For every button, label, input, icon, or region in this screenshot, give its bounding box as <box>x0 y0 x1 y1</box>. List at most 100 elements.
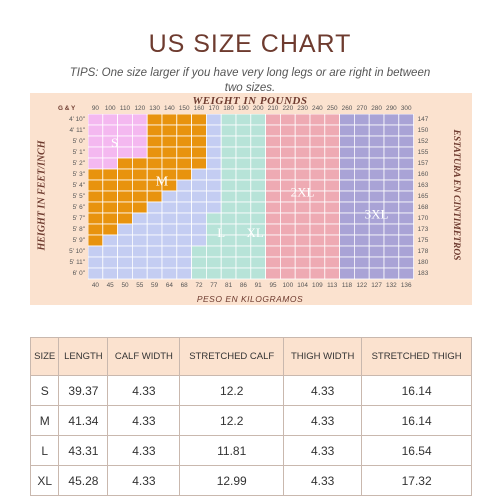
grid-cell-3xl <box>383 135 400 148</box>
grid-cell-l <box>146 234 163 247</box>
kg-label: PESO EN KILOGRAMOS <box>196 294 304 304</box>
grid-cell-2xl <box>265 267 281 280</box>
height-ft-tick: 5' 8" <box>72 226 85 233</box>
grid-cell-2xl <box>309 135 326 148</box>
grid-cell-3xl <box>398 146 414 159</box>
grid-cell-l <box>206 114 222 126</box>
grid-cell-2xl <box>265 146 281 159</box>
grid-cell-m <box>176 146 193 159</box>
grid-cell-3xl <box>353 190 370 203</box>
grid-cell-2xl <box>324 157 341 170</box>
table-cell: 4.33 <box>107 405 181 436</box>
grid-cell-3xl <box>353 245 370 258</box>
pound-tick: 180 <box>223 105 234 112</box>
grid-cell-m <box>132 179 148 192</box>
pound-tick: 270 <box>356 105 368 112</box>
grid-cell-3xl <box>398 114 414 126</box>
grid-cell-3xl <box>383 114 400 126</box>
kg-tick: 95 <box>269 282 277 289</box>
pound-tick: 170 <box>208 105 220 112</box>
kg-tick: 86 <box>239 282 247 289</box>
table-cell: 12.2 <box>179 405 285 436</box>
grid-cell-l <box>176 179 193 192</box>
table-cell: 16.14 <box>361 405 472 436</box>
grid-cell-2xl <box>265 124 281 137</box>
grid-cell-2xl <box>309 124 326 137</box>
pound-tick: 230 <box>297 105 308 112</box>
grid-cell-2xl <box>294 234 311 247</box>
kg-tick: 68 <box>180 282 188 289</box>
grid-cell-xl <box>235 124 252 137</box>
grid-cell-3xl <box>368 114 385 126</box>
kg-tick: 77 <box>210 282 218 289</box>
grid-cell-m <box>191 124 207 137</box>
grid-cell-xl <box>250 168 267 181</box>
pound-tick: 100 <box>104 105 116 112</box>
height-cm-tick: 180 <box>417 259 429 266</box>
pound-tick: 250 <box>326 105 338 112</box>
height-cm-tick: 152 <box>417 138 429 145</box>
grid-cell-l <box>132 223 148 236</box>
grid-cell-m <box>176 168 193 181</box>
grid-cell-l <box>132 267 148 280</box>
grid-cell-m <box>88 234 104 247</box>
grid-cell-l <box>161 190 178 203</box>
grid-cell-m <box>88 201 104 214</box>
page-title: US SIZE CHART <box>148 30 352 58</box>
pound-tick: 240 <box>312 105 323 112</box>
grid-cell-l <box>206 146 222 159</box>
table-cell: 12.2 <box>179 375 285 406</box>
grid-cell-m <box>146 157 163 170</box>
grid-cell-xl <box>250 157 267 170</box>
grid-cell-xl <box>220 201 237 214</box>
grid-cell-3xl <box>339 212 355 225</box>
grid-cell-2xl <box>279 223 296 236</box>
grid-cell-l <box>161 223 178 236</box>
grid-cell-m <box>117 157 133 170</box>
grid-cell-xl <box>250 124 267 137</box>
grid-cell-3xl <box>398 190 414 203</box>
grid-cell-l <box>206 168 222 181</box>
grid-cell-3xl <box>398 223 414 236</box>
grid-cell-3xl <box>383 157 400 170</box>
table-cell: 41.34 <box>58 405 109 436</box>
grid-cell-2xl <box>309 201 326 214</box>
kg-tick: 132 <box>386 282 397 289</box>
size-label-2xl: 2XL <box>291 185 315 200</box>
grid-cell-xl <box>235 135 252 148</box>
grid-cell-3xl <box>383 223 400 236</box>
grid-cell-2xl <box>324 168 341 181</box>
height-label-right: ESTATURA EN CINTIMETROS <box>451 129 461 261</box>
height-ft-tick: 6' 0" <box>72 270 85 277</box>
grid-cell-xl <box>250 114 267 126</box>
pound-tick: 300 <box>400 105 412 112</box>
kg-tick: 127 <box>371 282 382 289</box>
grid-cell-s <box>102 114 119 126</box>
grid-cell-l <box>161 245 178 258</box>
grid-cell-l <box>88 245 104 258</box>
height-ft-tick: 5' 4" <box>72 182 85 189</box>
grid-cell-xl <box>220 168 237 181</box>
table-cell: 12.99 <box>179 465 285 496</box>
pound-tick: 150 <box>178 105 190 112</box>
grid-cell-3xl <box>353 114 370 126</box>
kg-tick: 136 <box>400 282 412 289</box>
grid-cell-2xl <box>324 256 341 269</box>
grid-cell-m <box>176 135 193 148</box>
grid-cell-m <box>191 135 207 148</box>
grid-cell-3xl <box>339 157 355 170</box>
grid-cell-l <box>132 256 148 269</box>
grid-cell-m <box>161 114 178 126</box>
grid-cell-3xl <box>383 179 400 192</box>
grid-cell-2xl <box>294 114 311 126</box>
table-header-cell: THIGH WIDTH <box>283 337 363 376</box>
grid-cell-3xl <box>353 267 370 280</box>
grid-cell-s <box>117 146 133 159</box>
grid-cell-xl <box>235 212 252 225</box>
height-ft-tick: 4' 11" <box>69 127 85 134</box>
table-cell: 4.33 <box>107 465 181 496</box>
height-cm-tick: 150 <box>417 127 429 134</box>
grid-cell-2xl <box>309 114 326 126</box>
grid-cell-l <box>102 234 119 247</box>
grid-cell-xl <box>220 267 237 280</box>
